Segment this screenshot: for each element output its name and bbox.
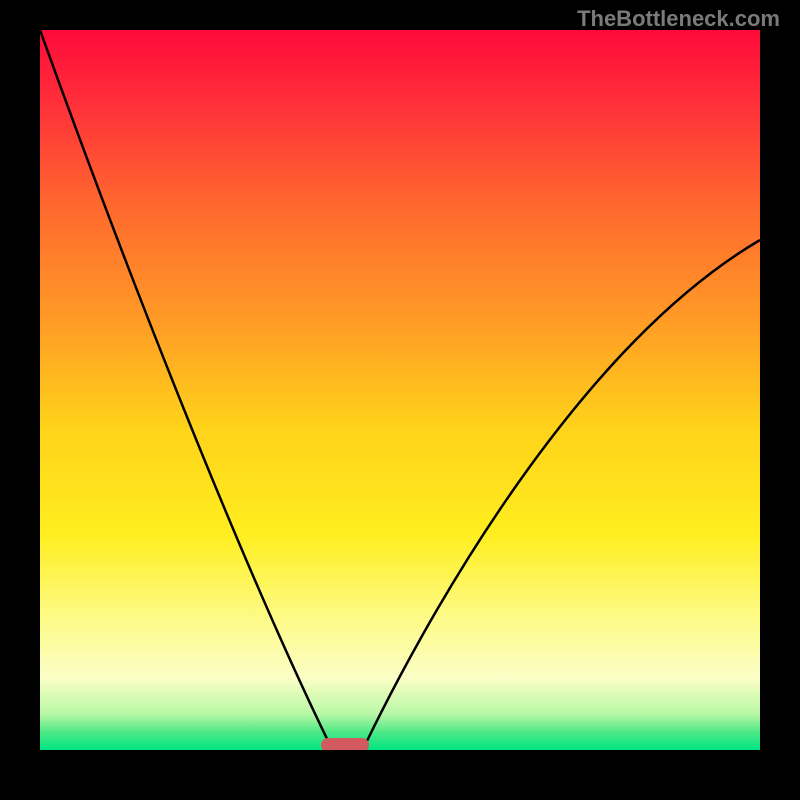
watermark-text: TheBottleneck.com (577, 6, 780, 32)
chart-container: TheBottleneck.com (0, 0, 800, 800)
bottleneck-chart (0, 0, 800, 800)
gradient-background (40, 30, 760, 750)
optimal-marker (321, 738, 369, 752)
